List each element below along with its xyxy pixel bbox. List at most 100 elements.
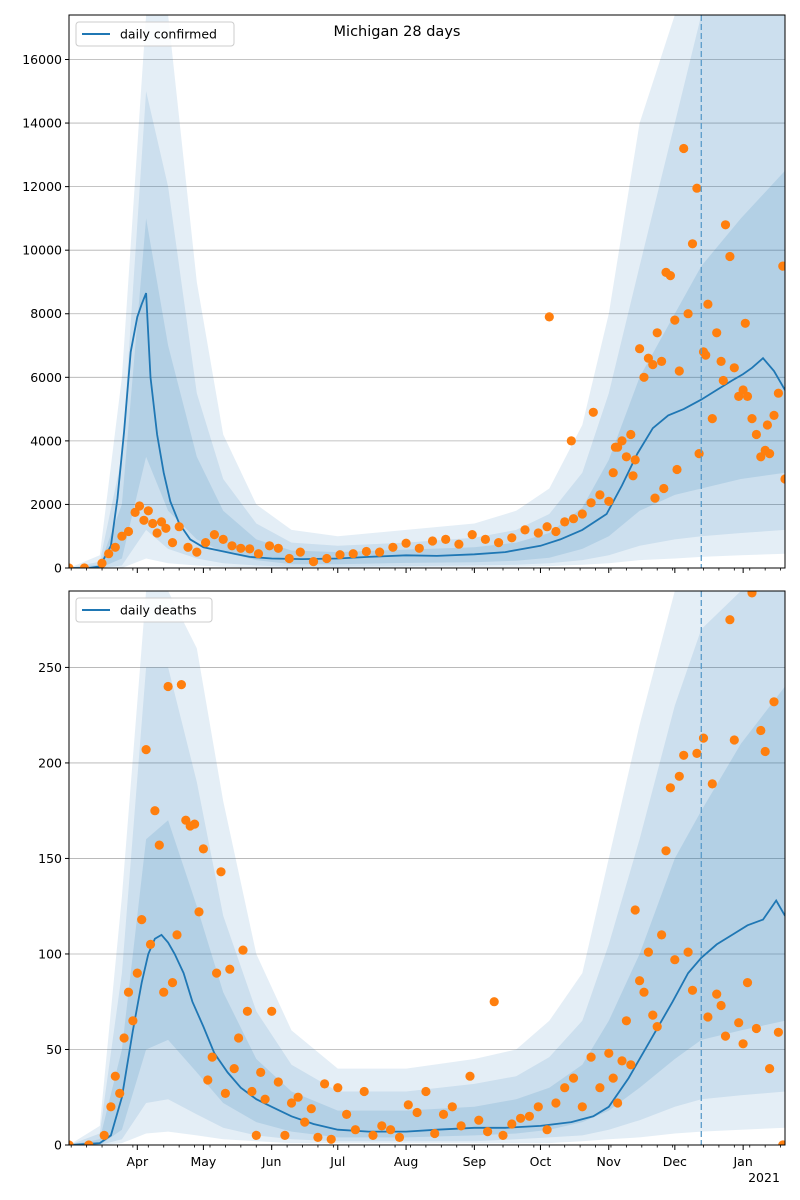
observed-point (516, 1113, 526, 1123)
observed-point (665, 271, 676, 281)
observed-point (617, 436, 627, 446)
observed-point (273, 543, 283, 553)
observed-point (176, 680, 186, 690)
deaths-chart-panel: 0 50 100 150 200 250 Apr May Jun Jul Aug Sep Oct Nov… (38, 590, 786, 1185)
observed-point (720, 1031, 731, 1041)
observed-point (643, 947, 654, 957)
x-tick-label-oct: Oct (530, 1154, 552, 1169)
observed-point (670, 955, 680, 965)
observed-point (595, 1083, 605, 1093)
observed-point (256, 1067, 266, 1077)
observed-point (635, 344, 645, 354)
inner-uncertainty-band (69, 686, 785, 1145)
deaths-y-axis: 0 50 100 150 200 250 (38, 660, 69, 1153)
observed-point (683, 947, 693, 957)
observed-point (401, 538, 411, 548)
observed-point (212, 968, 222, 978)
observed-point (220, 1088, 230, 1098)
observed-point (621, 452, 632, 462)
confirmed-x-axis (70, 568, 781, 573)
observed-point (626, 1060, 636, 1070)
observed-point (542, 1125, 552, 1135)
observed-point (99, 1130, 109, 1140)
observed-point (441, 534, 451, 545)
observed-point (306, 1104, 316, 1114)
observed-point (447, 1102, 457, 1112)
observed-point (172, 930, 182, 940)
observed-point (308, 557, 319, 567)
observed-point (69, 563, 74, 568)
y-tick-label: 2000 (30, 497, 62, 512)
chart-title: Michigan 28 days (334, 24, 461, 40)
observed-point (427, 536, 438, 546)
observed-point (361, 546, 371, 557)
legend-label-daily-confirmed: daily confirmed (120, 27, 217, 42)
observed-point (679, 750, 689, 760)
observed-point (650, 493, 660, 503)
observed-point (394, 1132, 405, 1142)
observed-point (174, 522, 184, 532)
observed-point (454, 539, 464, 549)
confirmed-y-axis: 0 2000 4000 6000 8000 10000 12000 14000 16000 (22, 52, 69, 576)
observed-point (712, 328, 722, 338)
observed-point (295, 547, 305, 557)
y-tick-label: 150 (38, 851, 62, 866)
observed-point (507, 533, 517, 543)
observed-point (648, 360, 658, 370)
observed-point (751, 429, 762, 440)
observed-point (154, 840, 164, 850)
observed-point (613, 1098, 623, 1108)
observed-point (106, 1102, 116, 1112)
observed-point (604, 1048, 614, 1058)
inner-uncertainty-band (69, 170, 785, 568)
observed-point (139, 515, 149, 525)
observed-point (635, 976, 645, 986)
observed-point (674, 771, 684, 781)
y-tick-label: 0 (54, 561, 62, 576)
observed-point (683, 309, 693, 319)
y-tick-label: 6000 (30, 370, 62, 385)
observed-point (350, 1125, 360, 1135)
x-axis-year-label: 2021 (748, 1170, 780, 1185)
observed-point (150, 806, 160, 816)
observed-point (84, 1140, 94, 1145)
observed-point (742, 978, 753, 988)
observed-point (610, 442, 621, 452)
observed-point (130, 507, 140, 517)
observed-point (335, 550, 345, 560)
observed-point (657, 930, 667, 940)
observed-point (375, 547, 385, 557)
observed-point (725, 251, 735, 262)
observed-point (773, 1027, 784, 1037)
observed-point (377, 1121, 387, 1131)
y-tick-label: 16000 (22, 52, 62, 67)
x-tick-label-dec: Dec (663, 1154, 687, 1169)
observed-point (716, 356, 726, 366)
observed-point (694, 449, 704, 459)
observed-point (161, 523, 171, 533)
observed-point (456, 1121, 466, 1131)
observed-point (238, 945, 248, 955)
observed-point (652, 1022, 662, 1032)
observed-point (159, 987, 169, 997)
observed-point (152, 528, 162, 538)
observed-point (630, 905, 640, 915)
observed-point (430, 1128, 440, 1139)
outer-uncertainty-band (69, 15, 785, 568)
observed-point (769, 410, 779, 420)
observed-point (438, 1109, 449, 1119)
y-tick-label: 250 (38, 660, 62, 675)
observed-point (207, 1052, 217, 1062)
y-tick-label: 12000 (22, 179, 62, 194)
observed-point (544, 312, 554, 322)
observed-point (229, 1064, 239, 1074)
observed-point (333, 1083, 343, 1093)
observed-point (388, 542, 398, 552)
observed-point (145, 939, 156, 950)
confirmed-axes-frame (68, 14, 786, 569)
observed-point (725, 615, 735, 625)
observed-point (560, 517, 570, 527)
observed-point (588, 407, 598, 417)
observed-point (286, 1098, 297, 1108)
observed-point (617, 1056, 627, 1066)
